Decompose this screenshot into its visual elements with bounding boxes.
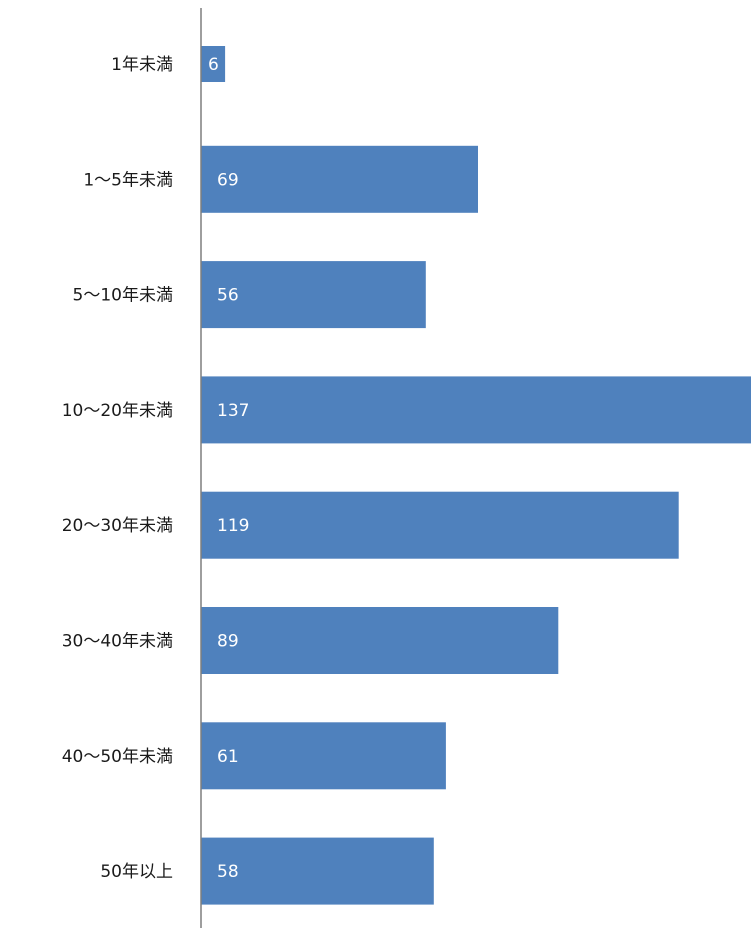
bar-3 (201, 261, 426, 329)
category-label-4: 10～20年未満 (62, 401, 173, 421)
bar-1 (201, 46, 226, 82)
bar-2 (201, 145, 478, 213)
value-labels-group: 6 69 56 137 119 89 61 58 (208, 55, 249, 882)
value-label-4: 137 (217, 401, 249, 421)
value-label-1: 6 (208, 55, 219, 75)
bar-6 (201, 607, 559, 674)
value-label-5: 119 (217, 516, 249, 536)
category-label-6: 30～40年未満 (62, 632, 173, 652)
bar-7 (201, 722, 446, 790)
bar-4 (201, 376, 751, 444)
bar-5 (201, 491, 679, 559)
bar-8 (201, 837, 434, 905)
category-label-3: 5～10年未満 (73, 286, 173, 306)
category-label-7: 40～50年未満 (62, 747, 173, 767)
value-label-2: 69 (217, 170, 239, 190)
bars-group (201, 46, 751, 905)
value-label-7: 61 (217, 747, 239, 767)
value-label-8: 58 (217, 862, 239, 882)
category-label-1: 1年未満 (111, 55, 173, 75)
category-label-2: 1～5年未満 (83, 170, 173, 190)
category-labels-group: 1年未満 1～5年未満 5～10年未満 10～20年未満 20～30年未満 30～40年未… (62, 55, 173, 882)
category-label-5: 20～30年未満 (62, 516, 173, 536)
category-label-8: 50年以上 (100, 862, 173, 882)
value-label-3: 56 (217, 286, 239, 306)
value-label-6: 89 (217, 632, 239, 652)
